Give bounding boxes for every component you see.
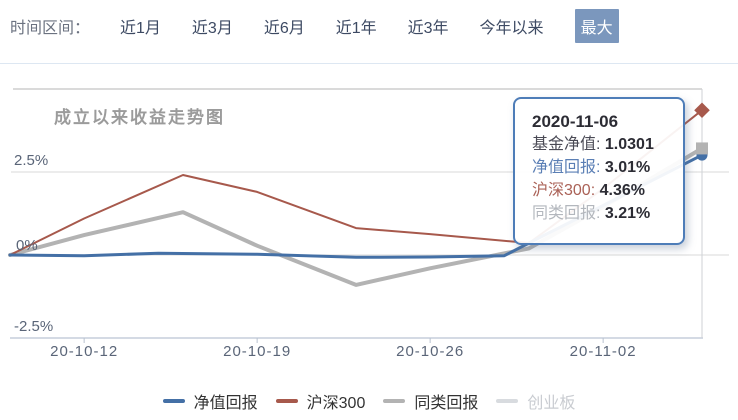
chart-title: 成立以来收益走势图	[54, 108, 225, 127]
chart-tooltip: 2020-11-06 基金净值1.0301 净值回报3.01% 沪深3004.3…	[513, 97, 685, 245]
y-tick-2.5: 2.5%	[14, 152, 49, 169]
peers-line-swatch	[383, 399, 406, 403]
nav-return-line-swatch	[162, 399, 185, 403]
tooltip-row-peers: 同类回报3.21%	[532, 202, 683, 225]
x-tick-20-10-26: 20-10-26	[396, 343, 465, 360]
tooltip-date: 2020-11-06	[532, 112, 619, 131]
chinext-line-swatch	[496, 399, 519, 403]
y-tick-neg2.5: -2.5%	[14, 318, 54, 335]
tooltip-row-hs300: 沪深3004.36%	[532, 179, 683, 202]
time-range-label: 时间区间：	[10, 20, 91, 37]
tab-6m[interactable]: 近6月	[263, 20, 305, 37]
tooltip-row-nav-return: 净值回报3.01%	[532, 156, 683, 179]
legend-item-chinext-off[interactable]: 创业板	[496, 389, 575, 413]
legend-item-peers[interactable]: 同类回报	[383, 389, 478, 413]
tooltip-row-nav: 基金净值1.0301	[532, 133, 683, 156]
chart-legend: 净值回报 沪深300 同类回报 创业板	[0, 389, 738, 413]
time-range-tabs: 近1月 近3月 近6月 近1年 近3年 今年以来 最大	[120, 9, 619, 43]
y-tick-0: 0%	[16, 237, 38, 254]
legend-item-nav-return[interactable]: 净值回报	[162, 389, 258, 413]
tab-1y[interactable]: 近1年	[335, 20, 377, 37]
topbar-divider	[0, 63, 738, 64]
hs300-line-swatch	[275, 399, 298, 403]
tab-max-selected[interactable]: 最大	[574, 9, 619, 43]
x-tick-20-11-02: 20-11-02	[569, 343, 637, 360]
legend-item-hs300[interactable]: 沪深300	[275, 389, 365, 413]
tab-1m[interactable]: 近1月	[120, 20, 161, 37]
tab-ytd[interactable]: 今年以来	[479, 20, 544, 37]
x-tick-20-10-19: 20-10-19	[223, 343, 292, 360]
x-tick-20-10-12: 20-10-12	[50, 343, 119, 360]
time-range-bar: 时间区间： 近1月 近3月 近6月 近1年 近3年 今年以来 最大	[10, 9, 619, 43]
tab-3m[interactable]: 近3月	[191, 20, 233, 37]
tab-3y[interactable]: 近3年	[407, 20, 449, 37]
